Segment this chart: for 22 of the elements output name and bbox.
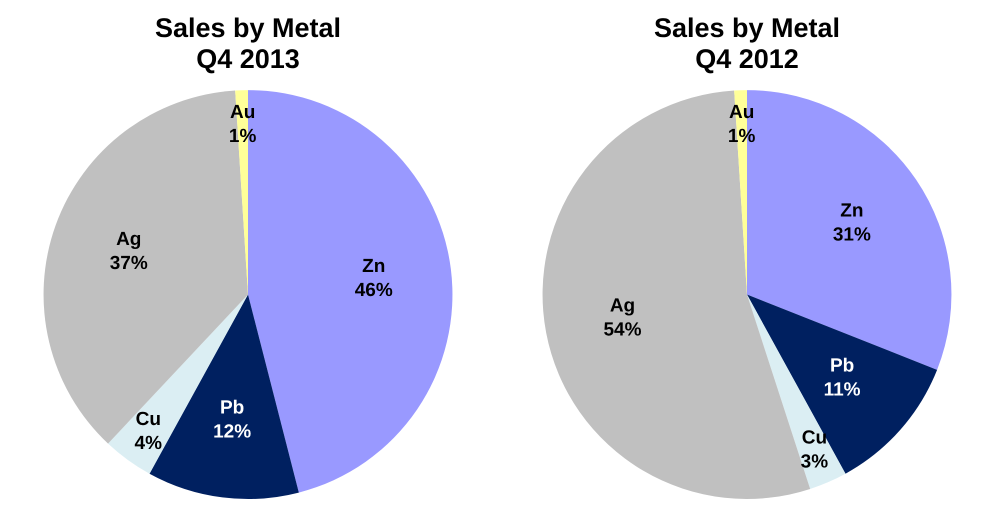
data-label: 3%: [800, 452, 828, 473]
data-label: 31%: [832, 224, 871, 246]
data-label: 46%: [354, 280, 393, 301]
slice-label: Zn: [840, 200, 864, 222]
data-label: 37%: [110, 252, 148, 274]
chart-title: Sales by Metal Q4 2013: [154, 12, 342, 74]
slice-label: Zn: [362, 256, 386, 277]
slice-label: Cu: [802, 428, 828, 449]
slice-label: Au: [729, 102, 754, 124]
data-label: 1%: [728, 126, 756, 148]
chart-title: Sales by Metal Q4 2012: [654, 12, 840, 74]
data-label: 4%: [134, 433, 162, 454]
data-label: 54%: [603, 320, 642, 341]
slice-label: Pb: [220, 398, 244, 419]
data-label: 12%: [213, 422, 252, 443]
slice-label: Ag: [116, 228, 142, 250]
slice-label: Au: [230, 102, 256, 124]
data-label: 11%: [824, 380, 861, 401]
slice-label: Ag: [610, 296, 636, 317]
slice-label: Pb: [830, 356, 854, 377]
slice-label: Cu: [136, 409, 161, 430]
data-label: 1%: [228, 126, 256, 148]
